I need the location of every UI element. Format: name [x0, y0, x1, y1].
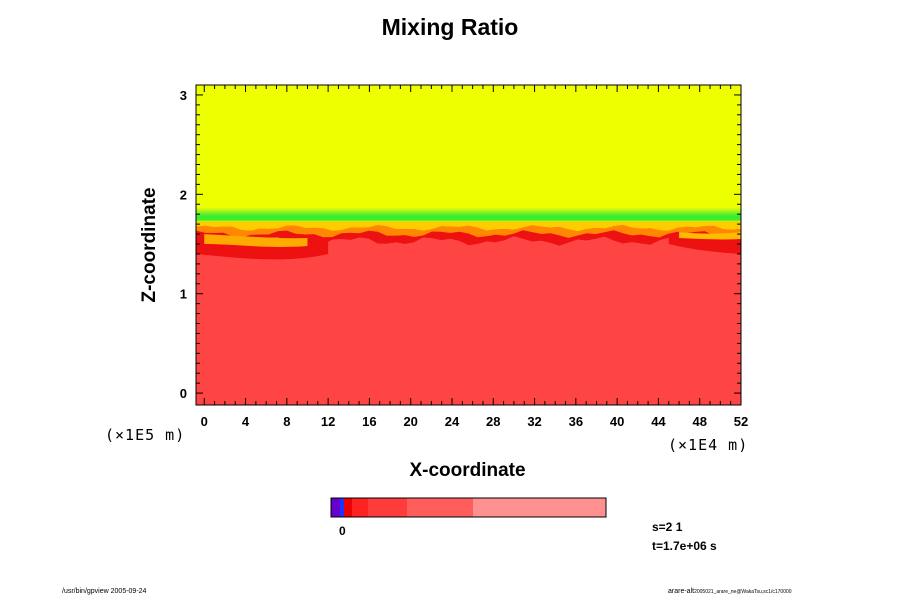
colorbar-segment: [344, 498, 352, 517]
axis-ticks: [196, 85, 742, 405]
footer-right: arare-alt2005021_arare_ne@WakaTsu,sc1/c1…: [668, 588, 792, 595]
x-tick-label: 28: [486, 414, 500, 429]
x-tick-label: 20: [403, 414, 417, 429]
colorbar-zero-label: 0: [339, 524, 346, 538]
right-intrusion-orange: [679, 232, 741, 240]
left-intrusion-orange: [204, 234, 308, 247]
x-tick-label: 32: [527, 414, 541, 429]
x-tick-label: 12: [321, 414, 335, 429]
x-tick-label: 40: [610, 414, 624, 429]
upper-layer: [196, 85, 741, 223]
s-annotation: s=2 1: [652, 520, 683, 534]
y-tick-label: 1: [180, 287, 187, 302]
colorbar-segment: [368, 498, 407, 517]
x-tick-labels: 0 4 8 12 16 20 24 28 32 36 40 44 48 52: [201, 414, 749, 429]
y-tick-label: 0: [180, 386, 187, 401]
x-tick-label: 8: [283, 414, 290, 429]
colorbar: [330, 497, 607, 518]
x-tick-label: 0: [201, 414, 208, 429]
chart-title: Mixing Ratio: [381, 14, 519, 40]
y-tick-labels: 0 1 2 3: [180, 88, 187, 401]
footer-left: /usr/bin/gpview 2005-09-24: [62, 588, 147, 595]
x-tick-label: 44: [651, 414, 666, 429]
y-tick-label: 3: [180, 88, 187, 103]
footer-right-small: 2005021_arare_ne@WakaTsu,sc1/c170000: [694, 589, 792, 595]
x-axis-label: X-coordinate: [409, 460, 526, 481]
footer-right-main: arare-alt: [668, 588, 695, 595]
colorbar-segment: [473, 498, 606, 517]
x-tick-label: 36: [569, 414, 583, 429]
mixing-ratio-field: [196, 85, 741, 405]
y-tick-label: 2: [180, 187, 187, 202]
x-tick-label: 4: [242, 414, 250, 429]
x-tick-label: 48: [692, 414, 706, 429]
transition-layer: [196, 207, 741, 223]
colorbar-segment: [352, 498, 368, 517]
mixing-zone-yellow: [196, 222, 741, 232]
colorbar-frame: [330, 497, 607, 518]
colorbar-segment: [407, 498, 473, 517]
x-tick-label: 16: [362, 414, 376, 429]
x-tick-label: 24: [445, 414, 460, 429]
mixing-zone-red: [196, 230, 741, 246]
mixing-zone-orange: [196, 225, 741, 238]
x-axis-unit: (×1E4 m): [668, 436, 749, 454]
colorbar-segment: [331, 498, 340, 517]
y-axis-unit: (×1E5 m): [105, 426, 186, 444]
plot-frame: [195, 84, 742, 406]
colorbar-segment: [340, 498, 344, 517]
x-tick-label: 52: [734, 414, 748, 429]
time-annotation: t=1.7e+06 s: [652, 539, 717, 553]
right-intrusion: [668, 236, 741, 254]
